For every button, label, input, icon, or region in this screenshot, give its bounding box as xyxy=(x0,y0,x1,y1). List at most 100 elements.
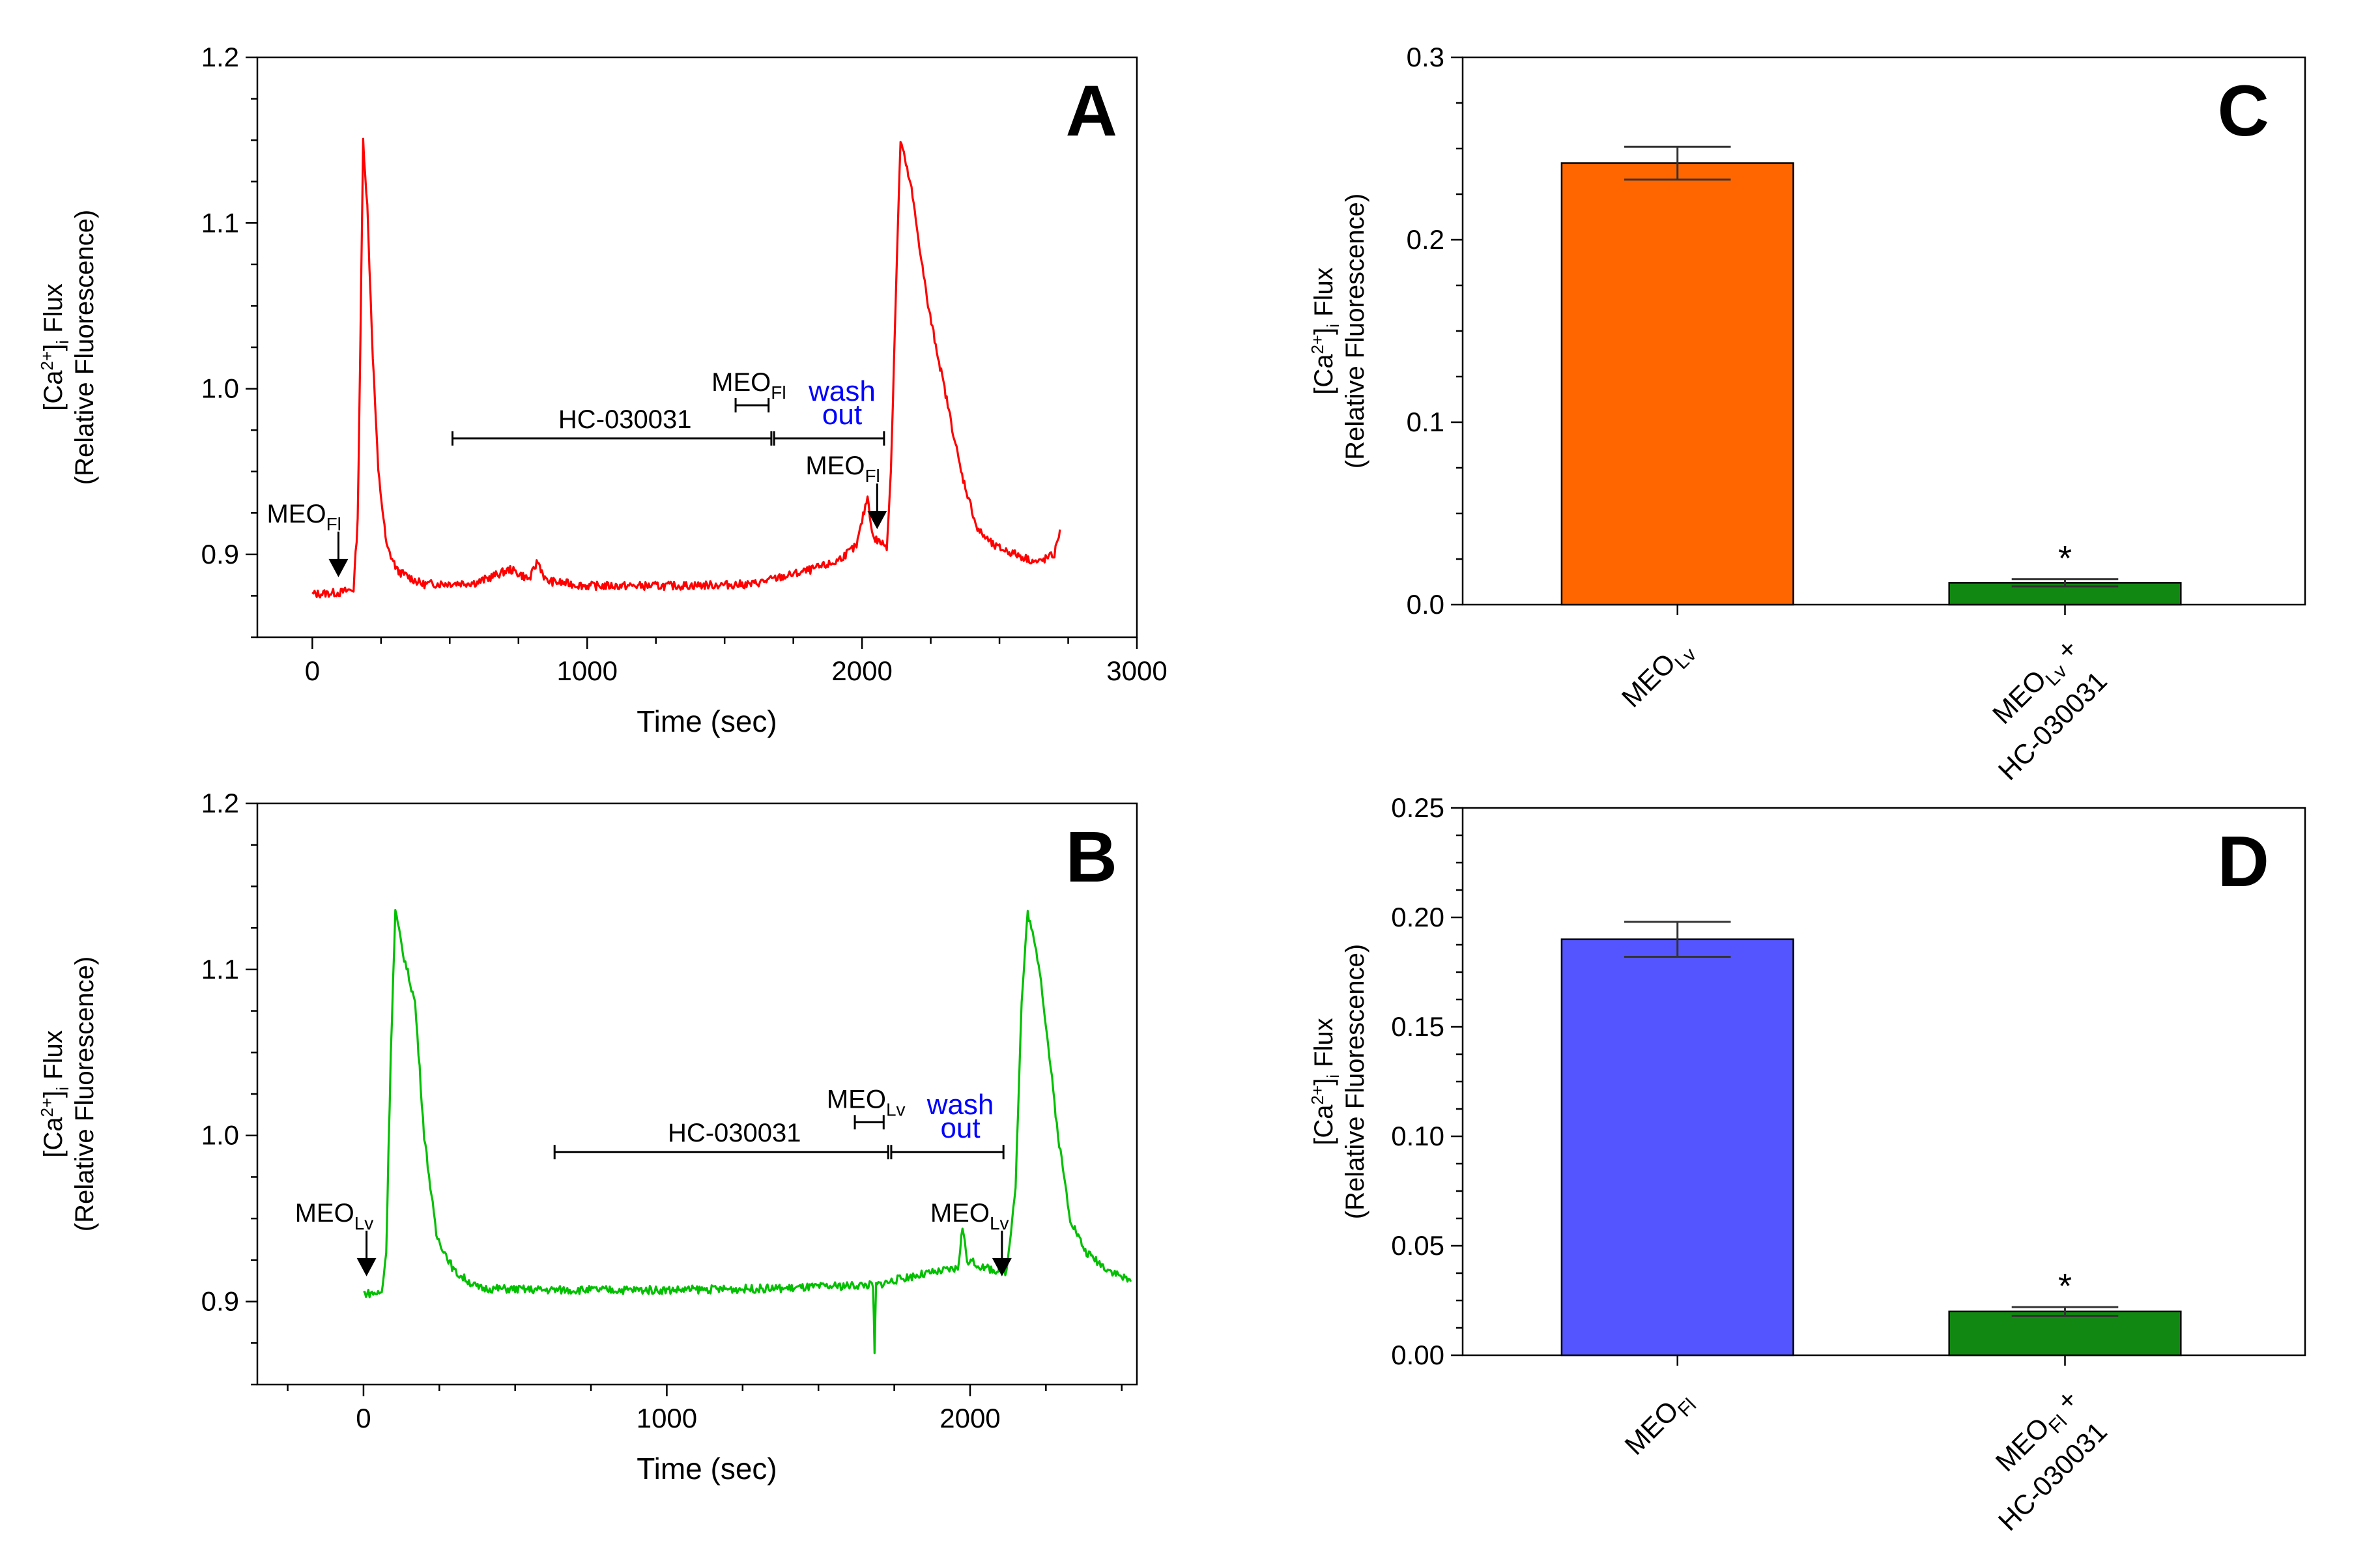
short-bracket-label-sub: Fl xyxy=(771,382,786,403)
y-title-sup: 2+ xyxy=(1308,1085,1327,1105)
y-tick-label: 1.0 xyxy=(201,1120,239,1151)
y-tick-label: 1.2 xyxy=(201,788,239,818)
short-bracket-label: MEOFl xyxy=(711,368,786,403)
y-tick-label: 0.25 xyxy=(1391,792,1444,823)
y-tick-label: 0.9 xyxy=(201,1286,239,1317)
y-tick-label: 0.00 xyxy=(1391,1340,1444,1370)
y-title-part: Flux xyxy=(1310,267,1338,324)
x-tick-label: 2000 xyxy=(939,1403,1000,1433)
y-title-sub: i xyxy=(53,1087,72,1091)
y-axis-title-line2: (Relative Fluorescence) xyxy=(1341,944,1369,1219)
y-title-part: ] xyxy=(1310,1078,1338,1085)
stimulus-label: MEOFl xyxy=(805,452,880,486)
y-title-sub: i xyxy=(53,340,72,344)
y-axis-title: [Ca2+]i Flux xyxy=(37,283,72,411)
y-tick-label: 0.10 xyxy=(1391,1121,1444,1151)
panel-b-line-chart: 0 1000 2000 0.9 1.0 1.1 1.2 Time (sec) [Ca2+]i F… xyxy=(37,788,1138,1486)
panel-d-bar-chart: 0.00 0.05 0.10 0.15 0.20 0.25 [Ca2+]i Flux (Rel… xyxy=(1308,792,2306,1536)
y-title-sub: i xyxy=(1323,324,1343,328)
stimulus-label: MEOLv xyxy=(295,1199,374,1233)
x-tick-label: 1000 xyxy=(557,655,618,686)
y-tick-label: 0.15 xyxy=(1391,1011,1444,1042)
bar xyxy=(1948,1310,2182,1357)
washout-label-line2: out xyxy=(822,399,862,431)
y-axis-title: [Ca2+]i Flux xyxy=(1308,267,1343,395)
drug-bracket-label: HC-030031 xyxy=(668,1119,801,1147)
y-tick-label: 0.20 xyxy=(1391,902,1444,932)
y-tick-label: 0.3 xyxy=(1407,42,1444,72)
panel-label: B xyxy=(1066,817,1117,897)
y-title-part: [Ca xyxy=(1310,1104,1338,1145)
x-axis-title: Time (sec) xyxy=(637,704,777,738)
y-axis-title-line2: (Relative Fluorescence) xyxy=(70,956,99,1231)
y-title-part: [Ca xyxy=(1310,354,1338,395)
washout-label-line1: wash xyxy=(808,375,876,407)
y-axis-title-line2: (Relative Fluorescence) xyxy=(70,210,99,485)
panel-c-bar-chart: 0.0 0.1 0.2 0.3 [Ca2+]i Flux (Relative Fluore… xyxy=(1308,42,2306,786)
x-tick-label: 2000 xyxy=(831,655,892,686)
y-tick-label: 0.05 xyxy=(1391,1230,1444,1261)
y-title-part: Flux xyxy=(39,1030,68,1087)
y-title-sup: 2+ xyxy=(1308,335,1327,354)
y-title-part: Flux xyxy=(1310,1018,1338,1074)
y-title-part: ] xyxy=(1310,328,1338,335)
panel-a-line-chart: 0 1000 2000 3000 0.9 1.0 1.1 1.2 Time (sec) [Ca2+… xyxy=(37,42,1168,738)
y-title-part: [Ca xyxy=(39,370,68,411)
y-tick-label: 1.0 xyxy=(201,373,239,404)
stimulus-label-main: MEO xyxy=(930,1199,990,1228)
short-bracket-label: MEOLv xyxy=(827,1085,906,1119)
short-bracket-label-main: MEO xyxy=(711,368,771,397)
y-title-part: ] xyxy=(39,1091,68,1098)
y-axis-title: [Ca2+]i Flux xyxy=(1308,1018,1343,1145)
stimulus-label: MEOLv xyxy=(930,1199,1009,1233)
x-axis-title: Time (sec) xyxy=(637,1452,777,1486)
panel-label: A xyxy=(1066,71,1117,151)
y-tick-label: 0.9 xyxy=(201,539,239,569)
y-tick-label: 1.1 xyxy=(201,207,239,238)
y-title-part: [Ca xyxy=(39,1117,68,1158)
y-tick-label: 0.2 xyxy=(1407,224,1444,255)
stimulus-label-main: MEO xyxy=(295,1199,354,1228)
x-tick-label: 0 xyxy=(356,1403,371,1433)
stimulus-label-sub: Lv xyxy=(990,1213,1009,1233)
short-bracket-label-sub: Lv xyxy=(886,1099,906,1119)
y-axis-title: [Ca2+]i Flux xyxy=(37,1030,72,1158)
y-axis-title-line2: (Relative Fluorescence) xyxy=(1341,194,1369,468)
category-label: MEOLv xyxy=(1616,633,1700,717)
x-tick-label: 0 xyxy=(305,655,320,686)
stimulus-arrow-head xyxy=(328,558,349,577)
panel-label: C xyxy=(2218,71,2269,151)
y-title-sup: 2+ xyxy=(37,1098,57,1117)
significance-marker: * xyxy=(2058,1267,2072,1306)
significance-marker: * xyxy=(2058,539,2072,578)
y-tick-label: 0.0 xyxy=(1407,589,1444,620)
stimulus-label-sub: Lv xyxy=(354,1213,374,1233)
stimulus-label-sub: Fl xyxy=(865,466,880,486)
x-tick-label: 3000 xyxy=(1106,655,1167,686)
washout-label-line1: wash xyxy=(926,1089,994,1121)
panel-label: D xyxy=(2218,822,2269,902)
bar xyxy=(1560,938,1794,1357)
stimulus-label: MEOFl xyxy=(266,500,341,534)
stimulus-arrow-head xyxy=(992,1258,1012,1276)
y-tick-label: 1.1 xyxy=(201,954,239,985)
y-tick-label: 0.1 xyxy=(1407,407,1444,437)
y-title-part: Flux xyxy=(39,283,68,340)
category-label: MEOFl xyxy=(1619,1383,1701,1465)
y-title-part: ] xyxy=(39,344,68,351)
short-bracket-label-main: MEO xyxy=(827,1085,886,1114)
bar xyxy=(1560,162,1794,606)
washout-label-line2: out xyxy=(940,1112,980,1144)
stimulus-label-sub: Fl xyxy=(326,514,341,534)
y-tick-label: 1.2 xyxy=(201,42,239,72)
y-title-sup: 2+ xyxy=(37,351,57,371)
drug-bracket-label: HC-030031 xyxy=(558,405,692,434)
x-tick-label: 1000 xyxy=(637,1403,697,1433)
stimulus-arrow-head xyxy=(867,511,887,530)
calcium-trace-line xyxy=(311,137,1061,599)
stimulus-arrow-head xyxy=(356,1258,377,1276)
y-title-sub: i xyxy=(1323,1074,1343,1078)
stimulus-label-main: MEO xyxy=(266,500,326,528)
stimulus-label-main: MEO xyxy=(805,452,865,480)
